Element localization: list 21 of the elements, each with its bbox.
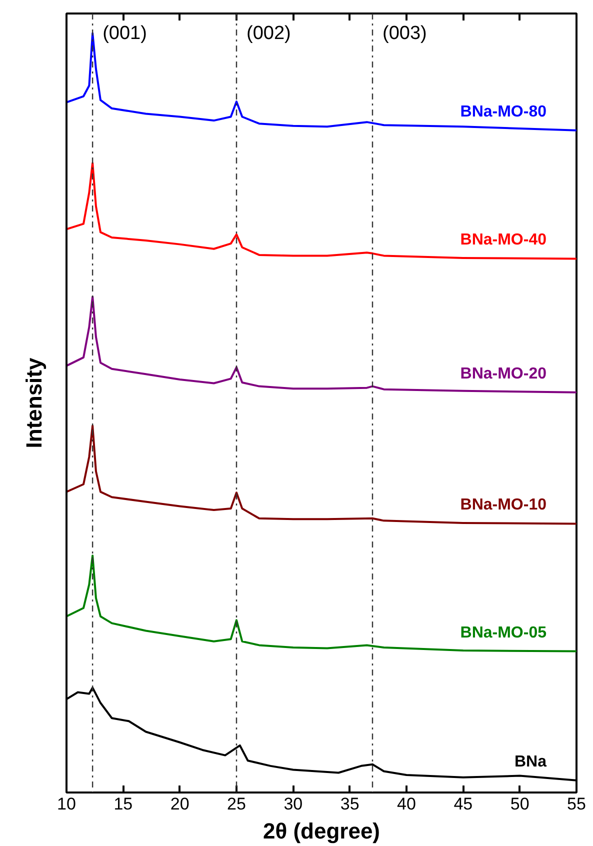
y-axis-title: Intensity (22, 357, 46, 448)
x-tick-label: 45 (454, 794, 473, 814)
x-tick-label: 50 (510, 794, 530, 814)
x-tick-label: 30 (284, 794, 303, 814)
series-label: BNa-MO-10 (460, 496, 547, 514)
x-axis-title: 2θ (degree) (262, 818, 380, 844)
series-label: BNa-MO-05 (460, 624, 547, 642)
x-tick-label: 20 (170, 794, 190, 814)
x-tick-label: 35 (340, 794, 360, 814)
x-tick-label: 55 (567, 794, 586, 814)
annotation: (001) (102, 23, 147, 44)
x-tick-label: 10 (57, 794, 76, 814)
series-label: BNa-MO-80 (460, 103, 547, 120)
annotation: (003) (382, 23, 427, 44)
x-tick-label: 15 (114, 794, 133, 814)
series-label: BNa-MO-40 (460, 232, 547, 249)
x-tick-label: 25 (227, 794, 246, 814)
x-tick-label: 40 (397, 794, 416, 814)
series-label: BNa-MO-20 (460, 365, 547, 382)
series-label: BNa (514, 753, 547, 770)
annotation: (002) (246, 23, 291, 44)
